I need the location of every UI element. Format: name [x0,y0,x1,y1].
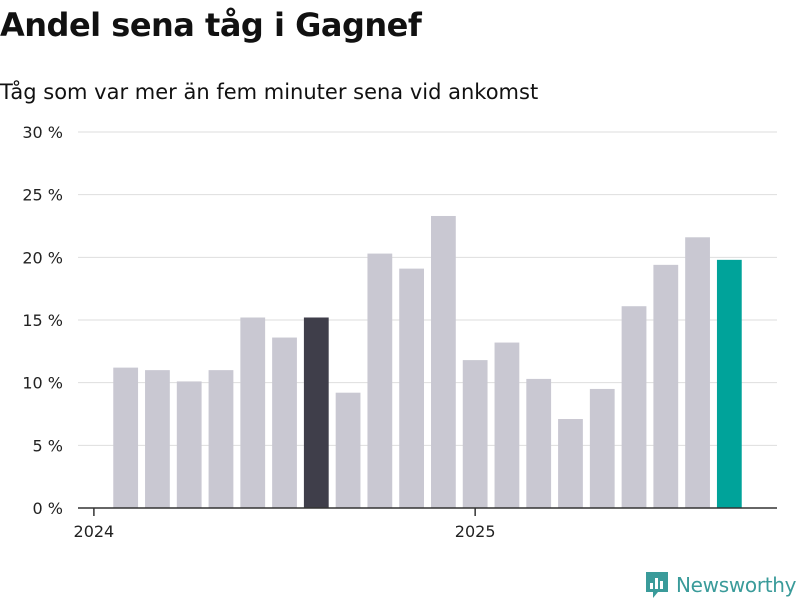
bar [272,337,297,508]
brand-name: Newsworthy [676,573,797,597]
bar [399,268,425,508]
bar [240,317,266,508]
brand: Newsworthy [644,570,797,600]
y-tick-label: 25 % [22,186,63,205]
bar [335,392,361,508]
bar [621,306,647,508]
bar [494,342,520,508]
y-tick-label: 20 % [22,248,63,267]
y-tick-label: 5 % [33,436,63,455]
y-tick-label: 0 % [33,499,63,518]
chart-title: Andel sena tåg i Gagnef [0,6,422,44]
x-tick-label: 2024 [74,522,115,541]
bar [653,264,679,508]
chart-subtitle: Tåg som var mer än fem minuter sena vid … [0,80,539,104]
y-tick-label: 10 % [22,374,63,393]
bar [589,388,615,508]
x-tick-label: 2025 [455,522,496,541]
y-tick-label: 30 % [22,123,63,142]
bar [558,419,583,508]
bar [526,378,552,508]
bar [145,370,170,508]
bar [113,367,139,508]
bar [462,360,488,508]
bar [303,317,329,508]
y-axis-labels: 0 % 5 % 10 % 15 % 20 % 25 % 30 % [22,123,63,518]
bars [113,215,742,508]
bar [716,259,742,508]
y-tick-label: 15 % [22,311,63,330]
bar [367,253,393,508]
newsworthy-logo-icon [646,572,668,598]
x-axis: 2024 2025 [74,507,777,541]
bar [176,381,202,508]
bar [430,215,456,508]
bar [208,370,234,508]
bar [685,237,710,508]
